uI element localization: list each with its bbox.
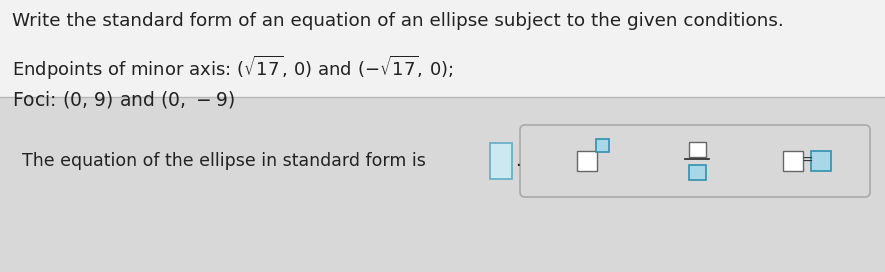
FancyBboxPatch shape — [490, 143, 512, 179]
FancyBboxPatch shape — [577, 151, 597, 171]
FancyBboxPatch shape — [596, 139, 609, 152]
FancyBboxPatch shape — [689, 165, 705, 180]
Text: Foci: $(0,\, 9)$ and $(0,\, -9)$: Foci: $(0,\, 9)$ and $(0,\, -9)$ — [12, 89, 235, 110]
FancyBboxPatch shape — [520, 125, 870, 197]
Text: .: . — [515, 152, 520, 170]
Text: Write the standard form of an equation of an ellipse subject to the given condit: Write the standard form of an equation o… — [12, 12, 784, 30]
Text: Endpoints of minor axis: $(\sqrt{17},\, 0)$ and $(-\sqrt{17},\, 0)$;: Endpoints of minor axis: $(\sqrt{17},\, … — [12, 54, 454, 82]
FancyBboxPatch shape — [689, 142, 705, 157]
Text: =: = — [801, 154, 812, 168]
FancyBboxPatch shape — [811, 151, 831, 171]
Text: The equation of the ellipse in standard form is: The equation of the ellipse in standard … — [22, 152, 426, 170]
FancyBboxPatch shape — [0, 97, 885, 272]
FancyBboxPatch shape — [0, 0, 885, 97]
FancyBboxPatch shape — [783, 151, 803, 171]
